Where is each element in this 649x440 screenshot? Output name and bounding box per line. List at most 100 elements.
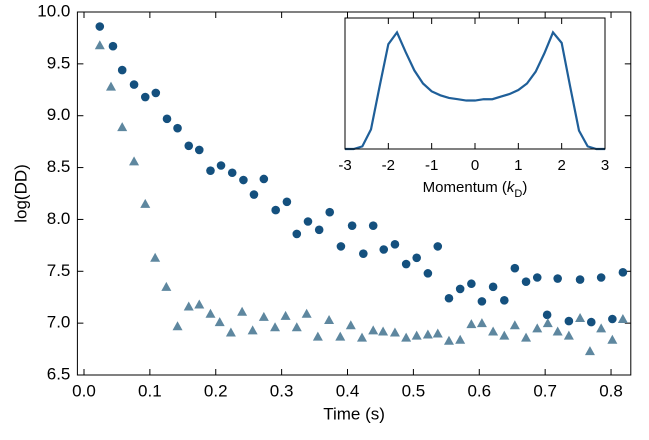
circle-point (206, 166, 215, 175)
circle-point (282, 197, 292, 207)
plot-frame (344, 17, 606, 150)
circle-point (359, 249, 368, 258)
y-tick-label: 6.5 (47, 364, 71, 383)
x-tick-label: 1 (514, 157, 522, 174)
circle-point (140, 92, 150, 102)
triangle-point (476, 318, 487, 328)
triangle-point (129, 156, 140, 166)
circle-point (151, 88, 161, 98)
triangle-point (205, 308, 216, 318)
circle-point (117, 65, 127, 75)
circle-point (239, 175, 248, 185)
y-tick-label: 8.5 (47, 157, 71, 176)
circle-point (184, 141, 194, 151)
x-axis-label-part: D (514, 188, 522, 200)
x-tick-label: 0.8 (599, 381, 623, 400)
circle-point (575, 275, 585, 284)
triangle-point (575, 312, 586, 322)
triangle-point (183, 301, 194, 311)
triangle-point (411, 330, 422, 340)
circle-point (477, 297, 487, 306)
circle-point (292, 229, 302, 239)
circle-point (347, 221, 357, 230)
triangle-point (401, 332, 412, 342)
triangle-point (443, 335, 454, 345)
x-tick-label: -1 (425, 157, 438, 174)
circle-point (412, 253, 421, 263)
triangle-point (617, 313, 628, 323)
x-axis-label-part: k (507, 179, 516, 196)
triangle-point (161, 281, 172, 291)
triangle-point (563, 330, 574, 340)
circle-point (444, 293, 454, 303)
circle-point (532, 273, 542, 282)
circle-point (368, 221, 378, 230)
triangle-point (466, 319, 477, 329)
circle-point (227, 168, 237, 178)
circle-point (608, 314, 617, 324)
triangle-point (247, 325, 258, 335)
circle-point (521, 277, 531, 286)
triangle-point (150, 252, 161, 262)
triangle-point (499, 330, 510, 340)
x-tick-label: 0.0 (72, 381, 96, 400)
circle-point (510, 263, 520, 273)
triangle-point (105, 81, 116, 91)
x-tick-label: 0 (471, 157, 479, 174)
circle-point (194, 145, 204, 155)
y-tick-label: 10.0 (37, 1, 70, 20)
circle-point (423, 269, 433, 278)
circle-point (500, 296, 509, 305)
triangle-point (584, 346, 595, 356)
triangle-point (301, 308, 312, 318)
x-axis-label: Momentum (kD) (423, 179, 528, 200)
triangle-point (172, 321, 183, 331)
circle-point (564, 316, 574, 326)
triangle-point (532, 323, 543, 333)
plot-area (345, 18, 605, 149)
circle-point (401, 259, 411, 269)
circle-point (553, 274, 562, 283)
triangle-point (357, 332, 368, 342)
x-tick-label: 0.7 (533, 381, 557, 400)
triangle-point (607, 334, 618, 344)
x-tick-label: 3 (601, 157, 609, 174)
circle-point (618, 268, 628, 277)
circle-point (162, 114, 172, 124)
triangle-point (378, 326, 389, 336)
triangle-point (312, 331, 323, 341)
y-tick-label: 8.0 (47, 209, 71, 228)
circle-point (586, 317, 596, 327)
triangle-point (237, 306, 248, 316)
triangle-point (345, 320, 356, 330)
triangle-point (280, 310, 291, 320)
triangle-point (291, 322, 302, 332)
x-axis-label-part: ) (522, 179, 527, 196)
triangle-point (194, 299, 205, 309)
triangle-point (552, 326, 563, 336)
triangle-point (324, 315, 335, 325)
circle-point (596, 273, 606, 282)
triangle-point (488, 326, 499, 336)
x-axis-label: Time (s) (323, 404, 385, 423)
plot-frame (76, 11, 632, 376)
triangle-point (140, 198, 151, 208)
triangle-point (335, 331, 346, 341)
circle-point (433, 242, 443, 251)
x-tick-label: 0.1 (138, 381, 162, 400)
triangle-point (509, 320, 520, 330)
triangle-point (542, 318, 553, 328)
triangle-point (258, 311, 269, 321)
circle-point (336, 242, 346, 251)
circle-point (467, 279, 476, 289)
circle-point (303, 217, 313, 226)
line (345, 30, 605, 151)
triangle-point (270, 322, 281, 332)
y-tick-label: 9.5 (47, 53, 71, 72)
triangle-point (94, 40, 105, 50)
circle-point (379, 245, 389, 254)
y-tick-label: 7.0 (47, 313, 71, 332)
circle-point (325, 207, 335, 217)
x-tick-label: 0.4 (336, 381, 360, 400)
